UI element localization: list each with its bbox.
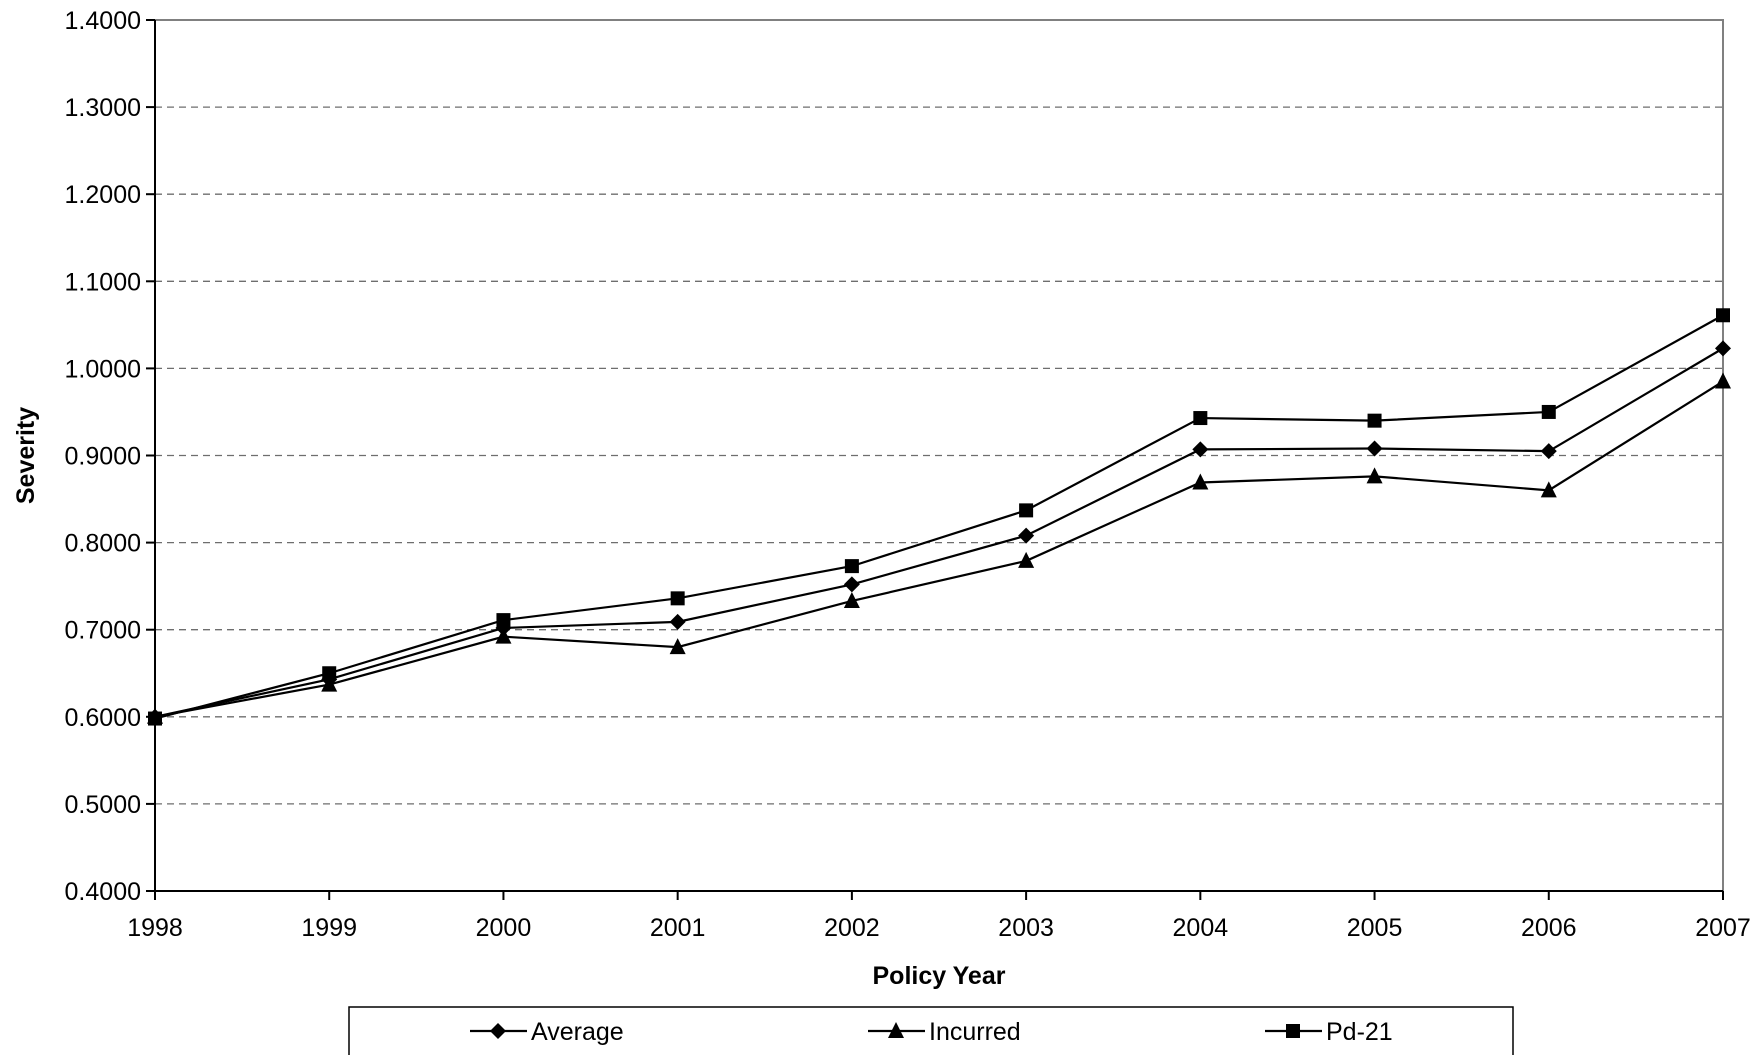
data-point-incurred — [843, 591, 860, 608]
legend-item-pd-21: Pd-21 — [1265, 1018, 1393, 1046]
legend-label: Average — [531, 1018, 624, 1046]
data-point-pd-21 — [1193, 411, 1208, 426]
legend-marker-pd-21 — [1286, 1024, 1300, 1038]
legend-item-average: Average — [470, 1018, 624, 1046]
series-average — [147, 340, 1731, 725]
y-tick-label: 1.3000 — [65, 94, 141, 122]
series-line-average — [154, 347, 1724, 718]
series-incurred — [147, 372, 1731, 724]
data-point-average — [1018, 527, 1035, 544]
grid-lines — [155, 106, 1723, 805]
data-point-incurred — [321, 675, 338, 692]
data-point-average — [1192, 441, 1209, 458]
x-tick-label: 2006 — [1521, 914, 1577, 942]
y-tick-label: 1.2000 — [65, 181, 141, 209]
y-tick-label: 0.7000 — [65, 617, 141, 645]
legend-marker-incurred — [888, 1022, 904, 1038]
y-tick-label: 0.4000 — [65, 878, 141, 906]
y-tick-label: 0.8000 — [65, 530, 141, 558]
x-tick-label: 1999 — [301, 914, 357, 942]
data-point-pd-21 — [1541, 404, 1556, 419]
x-tick-label: 2007 — [1695, 914, 1751, 942]
data-point-incurred — [1715, 372, 1731, 389]
legend-marker-average — [490, 1023, 506, 1039]
data-point-incurred — [1540, 481, 1557, 498]
x-tick-label: 2001 — [650, 914, 706, 942]
x-axis-title: Policy Year — [873, 962, 1006, 990]
y-tick-label: 0.5000 — [65, 791, 141, 819]
y-tick-label: 1.0000 — [65, 355, 141, 383]
data-point-average — [1715, 340, 1731, 357]
legend-label: Incurred — [929, 1018, 1021, 1046]
data-point-incurred — [495, 627, 512, 644]
y-tick-label: 1.1000 — [65, 268, 141, 296]
data-point-pd-21 — [1716, 308, 1730, 323]
series-layer — [147, 308, 1731, 726]
data-point-pd-21 — [844, 559, 859, 574]
data-point-pd-21 — [1019, 503, 1034, 518]
legend-item-incurred: Incurred — [868, 1018, 1021, 1046]
data-point-average — [669, 613, 686, 630]
x-tick-label: 2005 — [1347, 914, 1403, 942]
data-point-incurred — [1192, 473, 1209, 490]
series-line-pd-21 — [154, 314, 1724, 720]
data-point-pd-21 — [322, 666, 337, 681]
y-tick-label: 1.4000 — [65, 7, 141, 35]
data-point-pd-21 — [670, 591, 685, 606]
y-axis-ticks: 0.4000 0.5000 0.6000 0.7000 0.8000 0.9000 1.00… — [65, 7, 155, 906]
data-point-average — [1540, 443, 1557, 460]
data-point-pd-21 — [1367, 413, 1382, 428]
x-tick-label: 1998 — [127, 914, 183, 942]
data-point-incurred — [1366, 467, 1383, 484]
legend-label: Pd-21 — [1326, 1018, 1393, 1046]
data-point-pd-21 — [148, 711, 162, 726]
x-tick-label: 2003 — [998, 914, 1054, 942]
data-point-average — [843, 576, 860, 593]
x-axis-ticks: 1998 1999 2000 2001 2002 2003 2004 2005 2006 2007 — [127, 891, 1751, 942]
legend: Average Incurred Pd-21 — [348, 1006, 1514, 1055]
series-line-incurred — [154, 380, 1724, 718]
data-point-pd-21 — [496, 613, 511, 628]
series-pd-21 — [148, 308, 1730, 726]
data-point-incurred — [1018, 551, 1035, 568]
y-tick-label: 0.6000 — [65, 704, 141, 732]
x-tick-label: 2002 — [824, 914, 880, 942]
x-tick-label: 2004 — [1173, 914, 1229, 942]
data-point-average — [1366, 440, 1383, 457]
x-tick-label: 2000 — [476, 914, 532, 942]
y-axis-title: Severity — [12, 407, 40, 504]
data-point-incurred — [669, 638, 686, 655]
y-tick-label: 0.9000 — [65, 443, 141, 471]
